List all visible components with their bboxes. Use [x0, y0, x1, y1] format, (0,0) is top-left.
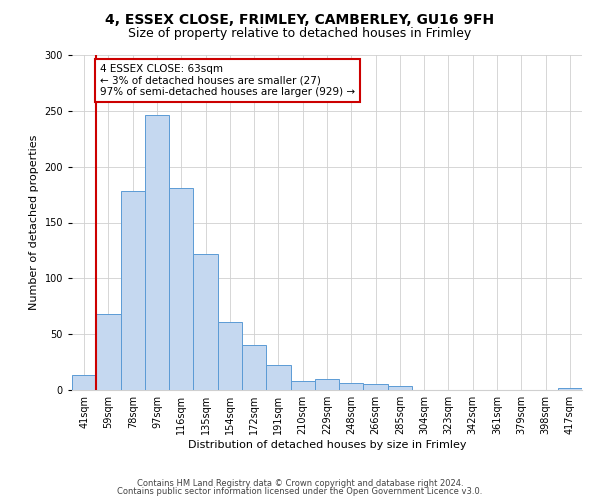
Text: Contains HM Land Registry data © Crown copyright and database right 2024.: Contains HM Land Registry data © Crown c…: [137, 478, 463, 488]
Bar: [193, 254, 218, 390]
Bar: [339, 384, 364, 390]
Y-axis label: Number of detached properties: Number of detached properties: [29, 135, 39, 310]
Bar: [558, 388, 582, 390]
Bar: [121, 191, 145, 390]
Bar: [72, 376, 96, 390]
Bar: [266, 366, 290, 390]
Text: Contains public sector information licensed under the Open Government Licence v3: Contains public sector information licen…: [118, 487, 482, 496]
Bar: [315, 379, 339, 390]
Text: 4 ESSEX CLOSE: 63sqm
← 3% of detached houses are smaller (27)
97% of semi-detach: 4 ESSEX CLOSE: 63sqm ← 3% of detached ho…: [100, 64, 355, 97]
X-axis label: Distribution of detached houses by size in Frimley: Distribution of detached houses by size …: [188, 440, 466, 450]
Text: 4, ESSEX CLOSE, FRIMLEY, CAMBERLEY, GU16 9FH: 4, ESSEX CLOSE, FRIMLEY, CAMBERLEY, GU16…: [106, 12, 494, 26]
Text: Size of property relative to detached houses in Frimley: Size of property relative to detached ho…: [128, 28, 472, 40]
Bar: [96, 314, 121, 390]
Bar: [388, 386, 412, 390]
Bar: [145, 116, 169, 390]
Bar: [169, 188, 193, 390]
Bar: [218, 322, 242, 390]
Bar: [242, 346, 266, 390]
Bar: [290, 381, 315, 390]
Bar: [364, 384, 388, 390]
